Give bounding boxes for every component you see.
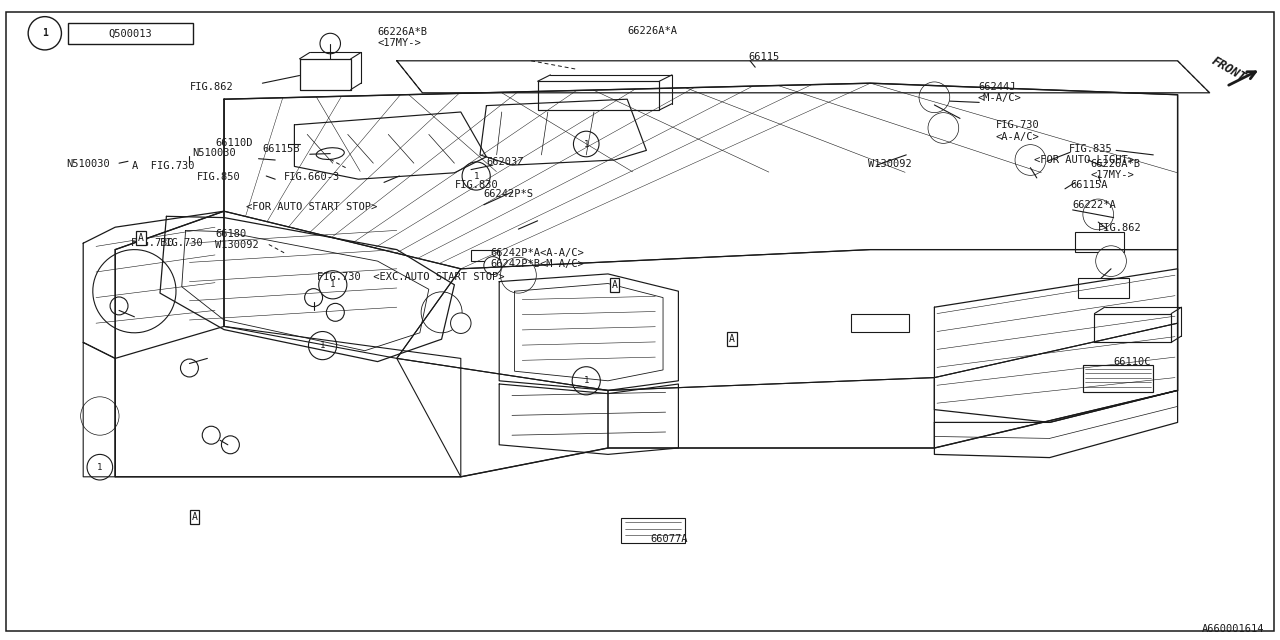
Text: W130092: W130092 xyxy=(215,240,259,250)
Text: 66203Z: 66203Z xyxy=(486,157,524,167)
Text: FRONT: FRONT xyxy=(1210,54,1248,84)
Circle shape xyxy=(572,367,600,395)
Text: N510030: N510030 xyxy=(67,159,110,169)
Text: A: A xyxy=(192,512,197,522)
Circle shape xyxy=(484,257,502,275)
Text: A  FIG.730: A FIG.730 xyxy=(132,161,195,172)
Circle shape xyxy=(925,88,943,106)
Circle shape xyxy=(110,297,128,315)
Text: 66180: 66180 xyxy=(215,229,246,239)
Text: FIG.660-3: FIG.660-3 xyxy=(284,172,340,182)
Circle shape xyxy=(202,426,220,444)
Text: 66110D: 66110D xyxy=(215,138,252,148)
Text: FIG.850: FIG.850 xyxy=(197,172,241,182)
Circle shape xyxy=(221,436,239,454)
Text: 66226A*B: 66226A*B xyxy=(378,27,428,37)
Text: FIG.730: FIG.730 xyxy=(131,238,174,248)
Bar xyxy=(621,518,685,543)
Text: FIG.830: FIG.830 xyxy=(454,180,498,191)
Text: Q500013: Q500013 xyxy=(109,29,152,39)
Text: W130092: W130092 xyxy=(868,159,911,169)
Circle shape xyxy=(87,454,113,480)
Text: 1: 1 xyxy=(330,280,335,289)
Text: 1: 1 xyxy=(584,376,589,385)
Bar xyxy=(1075,232,1124,252)
Bar xyxy=(851,314,909,332)
Text: 1: 1 xyxy=(42,28,47,38)
Text: <FOR AUTO LIGHT>: <FOR AUTO LIGHT> xyxy=(1034,155,1134,165)
Text: 66115B: 66115B xyxy=(262,144,300,154)
Circle shape xyxy=(462,162,490,190)
Text: A660001614: A660001614 xyxy=(1202,624,1265,634)
Circle shape xyxy=(928,113,959,143)
Circle shape xyxy=(308,332,337,360)
Text: 66115: 66115 xyxy=(749,52,780,63)
Circle shape xyxy=(90,406,110,426)
Circle shape xyxy=(919,82,950,113)
Text: 1: 1 xyxy=(474,172,479,180)
Circle shape xyxy=(507,264,530,287)
Text: FIG.862: FIG.862 xyxy=(189,82,233,92)
Circle shape xyxy=(180,359,198,377)
Circle shape xyxy=(1096,246,1126,276)
Text: FIG.835: FIG.835 xyxy=(1069,144,1112,154)
Circle shape xyxy=(319,271,347,299)
Circle shape xyxy=(451,313,471,333)
Text: N510030: N510030 xyxy=(192,148,236,159)
Text: FIG.730: FIG.730 xyxy=(996,120,1039,131)
Bar xyxy=(68,23,193,44)
Text: <17MY->: <17MY-> xyxy=(1091,170,1134,180)
Text: 66242P*B<M-A/C>: 66242P*B<M-A/C> xyxy=(490,259,584,269)
Circle shape xyxy=(500,257,536,293)
Circle shape xyxy=(320,33,340,54)
Text: <M-A/C>: <M-A/C> xyxy=(978,93,1021,104)
Bar xyxy=(1083,365,1153,392)
Text: <A-A/C>: <A-A/C> xyxy=(996,132,1039,142)
Circle shape xyxy=(305,289,323,307)
Text: 66077A: 66077A xyxy=(650,534,687,545)
Text: A: A xyxy=(612,280,617,290)
Circle shape xyxy=(81,397,119,435)
Text: 66242P*A<A-A/C>: 66242P*A<A-A/C> xyxy=(490,248,584,259)
Circle shape xyxy=(1015,145,1046,175)
Text: 66110C: 66110C xyxy=(1114,357,1151,367)
Text: 66244J: 66244J xyxy=(978,82,1015,92)
Text: FIG.730: FIG.730 xyxy=(160,238,204,248)
Circle shape xyxy=(421,292,462,333)
Text: A: A xyxy=(138,233,143,243)
Text: <17MY->: <17MY-> xyxy=(378,38,421,49)
Text: 1: 1 xyxy=(320,341,325,350)
Text: <FOR AUTO START STOP>: <FOR AUTO START STOP> xyxy=(246,202,378,212)
Circle shape xyxy=(28,17,61,50)
Text: A: A xyxy=(730,334,735,344)
Circle shape xyxy=(1089,205,1107,223)
Text: 66242P*S: 66242P*S xyxy=(484,189,534,199)
Circle shape xyxy=(1102,252,1120,270)
Text: FIG.730  <EXC.AUTO START STOP>: FIG.730 <EXC.AUTO START STOP> xyxy=(317,272,504,282)
Bar xyxy=(471,250,499,261)
Circle shape xyxy=(429,300,454,325)
Circle shape xyxy=(1021,151,1039,169)
Bar xyxy=(1078,278,1129,298)
Circle shape xyxy=(326,303,344,321)
Text: FIG.862: FIG.862 xyxy=(1098,223,1142,233)
Text: 66115A: 66115A xyxy=(1070,180,1107,191)
Text: 66226A*B: 66226A*B xyxy=(1091,159,1140,169)
Circle shape xyxy=(934,119,952,137)
Text: 66222*A: 66222*A xyxy=(1073,200,1116,210)
Circle shape xyxy=(1083,199,1114,230)
Text: 1: 1 xyxy=(584,140,589,148)
Circle shape xyxy=(573,131,599,157)
Text: 66226A*A: 66226A*A xyxy=(627,26,677,36)
Text: 1: 1 xyxy=(97,463,102,472)
